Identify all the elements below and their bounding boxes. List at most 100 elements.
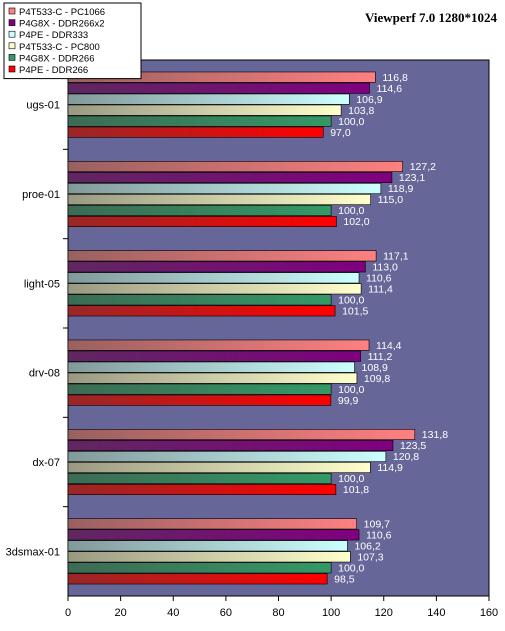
legend-entry: P4G8X - DDR266x2 (19, 19, 105, 30)
data-label: 97,0 (330, 127, 351, 139)
data-label: 110,6 (366, 273, 392, 285)
category-label: dx-07 (32, 457, 60, 469)
bar-light-05-series-6 (67, 305, 336, 317)
x-tick-label: 80 (272, 607, 284, 619)
data-label: 106,2 (354, 541, 380, 553)
data-label: 102,0 (343, 216, 369, 228)
data-label: 131,8 (422, 429, 448, 441)
bar-3dsmax-01-series-2 (67, 529, 360, 541)
bar-ugs-01-series-4 (67, 104, 342, 116)
data-label: 99,9 (338, 395, 359, 407)
bar-dx-07-series-1 (67, 428, 416, 440)
legend-swatch (8, 54, 16, 61)
legend-entry: P4PE - DDR266 (19, 65, 88, 76)
category-label: drv-08 (29, 368, 60, 380)
bar-proe-01-series-6 (67, 216, 337, 228)
legend-swatch (8, 7, 16, 15)
x-tick-label: 60 (220, 607, 232, 619)
data-label: 108,9 (362, 362, 388, 374)
bar-drv-08-series-3 (67, 361, 355, 373)
bar-ugs-01-series-3 (67, 93, 350, 105)
data-label: 110,6 (366, 530, 392, 542)
data-label: 98,5 (334, 574, 355, 586)
bar-proe-01-series-1 (67, 161, 403, 173)
bar-3dsmax-01-series-5 (67, 562, 332, 574)
bar-dx-07-series-3 (67, 450, 387, 462)
legend-box (3, 2, 142, 80)
data-label: 123,1 (399, 172, 425, 184)
x-tick-label: 0 (65, 607, 71, 619)
bar-proe-01-series-3 (67, 183, 382, 195)
data-label: 100,0 (338, 384, 364, 396)
plot-area (67, 59, 490, 597)
bar-drv-08-series-1 (67, 339, 370, 351)
legend-entry: P4T533-C - PC1066 (19, 7, 105, 18)
chart-title: Viewperf 7.0 1280*1024 (365, 10, 498, 25)
data-label: 123,5 (400, 440, 426, 452)
legend-entry: P4PE - DDR333 (19, 30, 88, 41)
bar-3dsmax-01-series-6 (67, 573, 328, 585)
data-label: 109,8 (364, 373, 390, 385)
bar-proe-01-series-4 (67, 194, 371, 206)
category-label: ugs-01 (26, 100, 60, 112)
data-label: 114,6 (377, 83, 403, 95)
bar-drv-08-series-6 (67, 394, 332, 406)
data-label: 107,3 (357, 552, 383, 564)
bar-ugs-01-series-6 (67, 126, 324, 138)
legend-swatch (8, 30, 16, 38)
bar-light-05-series-4 (67, 283, 362, 295)
data-label: 127,2 (410, 161, 436, 173)
data-label: 100,0 (338, 473, 364, 485)
x-tick-label: 100 (322, 607, 340, 619)
bar-3dsmax-01-series-1 (67, 518, 357, 530)
data-label: 101,5 (342, 306, 368, 318)
data-label: 111,2 (368, 351, 393, 363)
x-tick-label: 40 (167, 607, 179, 619)
legend-entry: P4T533-C - PC800 (19, 42, 100, 53)
bar-proe-01-series-5 (67, 205, 332, 217)
bar-dx-07-series-4 (67, 461, 371, 473)
bar-3dsmax-01-series-3 (67, 540, 348, 552)
data-label: 115,0 (378, 194, 404, 206)
bar-ugs-01-series-5 (67, 115, 332, 127)
bar-dx-07-series-5 (67, 472, 332, 484)
category-label: proe-01 (22, 189, 60, 201)
legend-swatch (8, 19, 16, 26)
x-tick-label: 120 (375, 607, 393, 619)
data-label: 100,0 (338, 295, 364, 307)
bar-proe-01-series-2 (67, 172, 393, 184)
category-label: 3dsmax-01 (6, 546, 60, 558)
data-label: 118,9 (388, 183, 414, 195)
category-label: light-05 (24, 278, 60, 290)
x-tick-label: 140 (427, 607, 445, 619)
data-label: 101,8 (343, 484, 369, 496)
bar-ugs-01-series-2 (67, 82, 370, 94)
data-label: 116,8 (382, 72, 408, 84)
data-label: 109,7 (364, 519, 390, 531)
data-label: 103,8 (348, 105, 374, 117)
legend-swatch (8, 65, 16, 73)
data-label: 100,0 (338, 563, 364, 575)
bar-drv-08-series-4 (67, 372, 358, 384)
data-label: 117,1 (383, 251, 409, 263)
bar-light-05-series-5 (67, 294, 332, 306)
data-label: 113,0 (372, 262, 398, 274)
bar-light-05-series-3 (67, 272, 360, 284)
x-tick-label: 160 (480, 607, 498, 619)
bar-drv-08-series-2 (67, 350, 361, 362)
bar-drv-08-series-5 (67, 383, 332, 395)
bar-light-05-series-1 (67, 250, 377, 262)
bar-dx-07-series-6 (67, 483, 337, 495)
data-label: 111,4 (368, 284, 393, 296)
bar-dx-07-series-2 (67, 439, 394, 451)
x-tick-label: 20 (115, 607, 127, 619)
data-label: 114,9 (377, 462, 403, 474)
data-label: 100,0 (338, 205, 364, 217)
data-label: 114,4 (376, 340, 402, 352)
bar-3dsmax-01-series-4 (67, 551, 351, 563)
data-label: 100,0 (338, 116, 364, 128)
data-label: 106,9 (356, 94, 382, 106)
